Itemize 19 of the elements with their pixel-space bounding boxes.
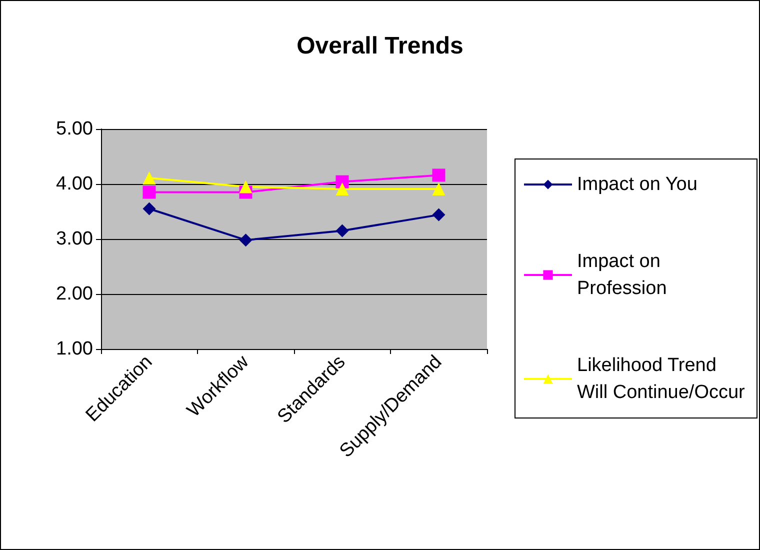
point (336, 182, 349, 196)
y-tick-label: 4.00 (56, 174, 93, 194)
point (239, 234, 252, 247)
y-tick-label: 2.00 (56, 284, 93, 304)
point (432, 182, 446, 196)
point (142, 171, 156, 184)
point (142, 202, 156, 216)
legend-label: Impact on You (577, 174, 698, 195)
point (336, 224, 349, 238)
point (239, 180, 252, 194)
chart-title: Overall Trends (296, 32, 464, 60)
point (432, 168, 446, 182)
legend-label: Impact on Profession (577, 251, 667, 299)
point (142, 186, 156, 199)
y-tick-label: 5.00 (56, 118, 93, 140)
y-tick-label: 3.00 (56, 228, 93, 250)
point (432, 208, 446, 222)
legend-label: Likelihood Trend Will Continue/Occur (577, 355, 746, 403)
y-tick-label: 1.00 (56, 338, 93, 360)
